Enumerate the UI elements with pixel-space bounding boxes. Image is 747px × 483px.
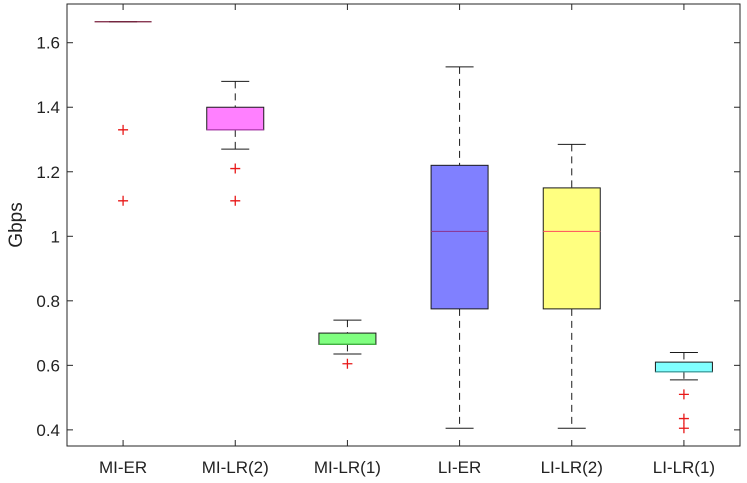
plot-area bbox=[66, 3, 741, 447]
box-li-lr-2 bbox=[542, 143, 601, 429]
outlier-marker bbox=[678, 389, 689, 400]
box-li-er bbox=[430, 66, 489, 429]
box-iqr bbox=[206, 106, 265, 131]
box-mi-er bbox=[94, 21, 152, 206]
outlier-marker bbox=[230, 195, 241, 206]
x-tick-label: MI-LR(2) bbox=[202, 458, 269, 477]
box-series bbox=[94, 21, 713, 434]
y-tick-label: 0.6 bbox=[36, 356, 60, 375]
x-tick-label: LI-ER bbox=[438, 458, 481, 477]
box-iqr bbox=[542, 187, 601, 310]
box-li-lr-1 bbox=[654, 351, 713, 434]
x-axis: MI-ER MI-LR(2) MI-LR(1) LI-ER LI-LR(2) LI-LR(… bbox=[99, 4, 715, 477]
y-tick-label: 1.6 bbox=[36, 34, 60, 53]
outlier-marker bbox=[230, 163, 241, 174]
outlier-marker bbox=[118, 195, 129, 206]
x-tick-label: LI-LR(2) bbox=[541, 458, 603, 477]
box-iqr bbox=[430, 164, 489, 310]
y-axis-label: Gbps bbox=[6, 202, 27, 247]
box-iqr bbox=[318, 332, 377, 345]
y-axis: 0.4 0.6 0.8 1 1.2 1.4 1.6 bbox=[36, 34, 740, 440]
y-tick-label: 0.8 bbox=[36, 292, 60, 311]
outlier-marker bbox=[678, 423, 689, 434]
y-tick-label: 1.4 bbox=[36, 98, 60, 117]
x-tick-label: MI-ER bbox=[99, 458, 147, 477]
y-tick-label: 0.4 bbox=[36, 421, 60, 440]
y-tick-label: 1 bbox=[51, 227, 60, 246]
box-iqr bbox=[654, 361, 713, 373]
outlier-marker bbox=[342, 358, 353, 369]
box-mi-lr-1 bbox=[318, 319, 377, 369]
outlier-marker bbox=[678, 413, 689, 424]
y-tick-label: 1.2 bbox=[36, 163, 60, 182]
box-mi-lr-2 bbox=[206, 80, 265, 206]
x-tick-label: LI-LR(1) bbox=[653, 458, 715, 477]
x-tick-label: MI-LR(1) bbox=[314, 458, 381, 477]
outlier-marker bbox=[118, 124, 129, 135]
